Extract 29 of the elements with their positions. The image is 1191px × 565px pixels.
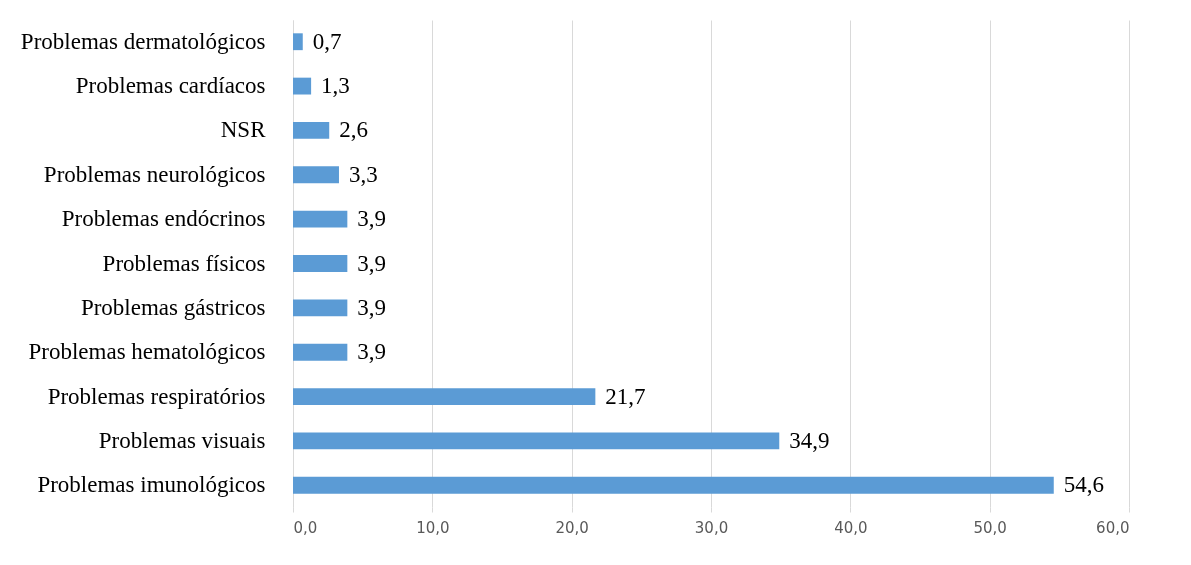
y-tick-label: Problemas endócrinos: [61, 206, 266, 232]
y-tick-label: Problemas imunológicos: [37, 472, 266, 498]
x-tick-label: 60,0: [1096, 518, 1130, 537]
x-tick-label: 20,0: [555, 518, 589, 537]
x-tick-label: 30,0: [694, 518, 729, 537]
y-tick-label: Problemas dermatológicos: [20, 28, 266, 54]
data-label: 2,6: [339, 117, 368, 143]
data-label: 1,3: [321, 73, 350, 99]
data-label: 3,9: [357, 250, 387, 276]
data-label: 0,7: [312, 28, 342, 54]
x-tick-label: 0,0: [293, 518, 318, 537]
x-tick-label: 40,0: [834, 518, 868, 537]
data-label: 54,6: [1063, 472, 1105, 498]
y-tick-label: NSR: [220, 117, 267, 143]
data-label: 3,3: [348, 161, 378, 187]
x-tick-label: 10,0: [416, 518, 450, 537]
y-tick-label: Problemas físicos: [102, 250, 266, 276]
y-tick-label: Problemas respiratórios: [47, 383, 266, 409]
data-label: 3,9: [357, 294, 387, 320]
y-tick-label: Problemas neurológicos: [43, 161, 266, 187]
data-label: 3,9: [357, 339, 387, 365]
y-tick-label: Problemas hematológicos: [28, 339, 266, 365]
x-tick-label: 50,0: [973, 518, 1007, 537]
y-tick-label: Problemas cardíacos: [75, 73, 266, 99]
y-tick-label: Problemas gástricos: [80, 294, 266, 320]
y-tick-label: Problemas visuais: [98, 427, 266, 453]
data-label: 21,7: [605, 383, 646, 409]
data-label: 3,9: [357, 206, 387, 232]
data-label: 34,9: [789, 427, 830, 453]
